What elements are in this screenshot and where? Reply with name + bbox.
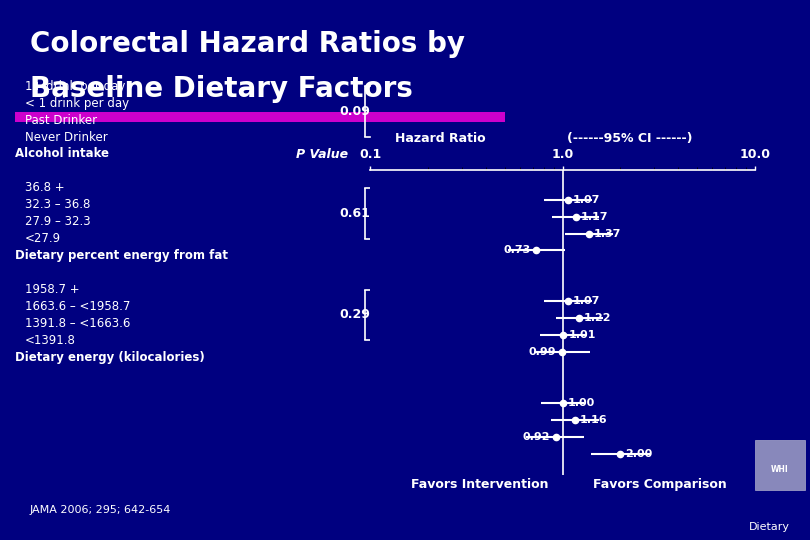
Text: 32.3 – 36.8: 32.3 – 36.8 [25,198,91,211]
Text: 36.8 +: 36.8 + [25,181,65,194]
Text: 1.22: 1.22 [584,313,612,323]
Text: 1.37: 1.37 [594,228,621,239]
Text: 1.00: 1.00 [567,398,595,408]
Text: 1.16: 1.16 [580,415,608,425]
Text: Favors Intervention: Favors Intervention [411,478,548,491]
Text: 1958.7 +: 1958.7 + [25,283,79,296]
Text: 27.9 – 32.3: 27.9 – 32.3 [25,215,91,228]
Text: <27.9: <27.9 [25,232,61,245]
Text: <1391.8: <1391.8 [25,334,76,347]
Text: Favors Comparison: Favors Comparison [593,478,727,491]
Bar [15,112,505,122]
Text: Dietary energy (kilocalories): Dietary energy (kilocalories) [15,351,205,364]
Text: 1+ drink per day: 1+ drink per day [25,80,126,93]
Text: 0.92: 0.92 [523,432,550,442]
Text: JAMA 2006; 295; 642-654: JAMA 2006; 295; 642-654 [30,505,172,515]
Text: WHI: WHI [771,465,789,474]
Text: 1.17: 1.17 [581,212,608,221]
Text: 0.09: 0.09 [339,105,370,118]
Text: 1.07: 1.07 [573,296,600,306]
Text: 0.61: 0.61 [339,207,370,220]
Text: Alcohol intake: Alcohol intake [15,147,109,160]
Text: Dietary: Dietary [749,522,790,532]
Bar [755,440,805,490]
Text: 0.73: 0.73 [504,246,531,255]
Text: 0.99: 0.99 [529,347,556,357]
Text: P Value: P Value [296,148,348,161]
Text: Never Drinker: Never Drinker [25,131,108,144]
Text: Colorectal Hazard Ratios by: Colorectal Hazard Ratios by [30,30,465,58]
Text: < 1 drink per day: < 1 drink per day [25,97,129,110]
Text: Hazard Ratio: Hazard Ratio [394,132,485,145]
Text: 1663.6 – <1958.7: 1663.6 – <1958.7 [25,300,130,313]
Text: (------95% CI ------): (------95% CI ------) [567,132,693,145]
Text: Baseline Dietary Factors: Baseline Dietary Factors [30,75,413,103]
Text: Past Drinker: Past Drinker [25,113,97,126]
Text: 1.01: 1.01 [568,330,595,340]
Text: 1.07: 1.07 [573,194,600,205]
Text: Dietary percent energy from fat: Dietary percent energy from fat [15,249,228,262]
Text: 1391.8 – <1663.6: 1391.8 – <1663.6 [25,317,130,330]
Text: 2.00: 2.00 [625,449,653,459]
Text: 0.29: 0.29 [339,308,370,321]
